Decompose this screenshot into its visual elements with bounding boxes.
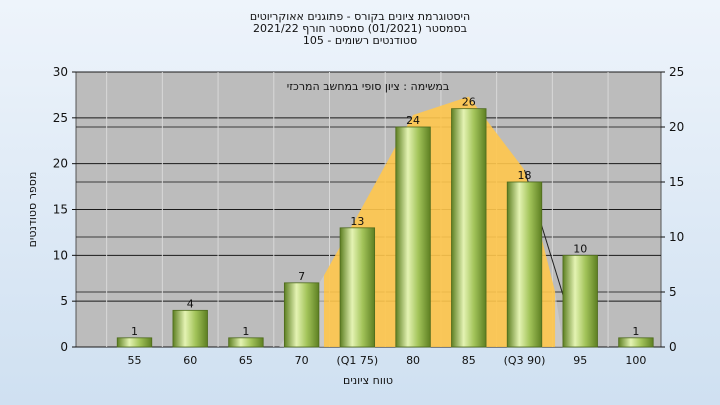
y2-tick-label-20: 20 [669, 120, 684, 134]
y-tick-label-20: 20 [53, 157, 68, 171]
curve-right-tail [555, 292, 564, 347]
data-label-8: 10 [573, 242, 587, 255]
bar-6 [451, 108, 487, 348]
bar-5 [395, 126, 431, 348]
x-tick-label-4: (Q1 75) [336, 354, 378, 367]
data-label-9: 1 [632, 325, 639, 338]
chart-title-line-2: בסמסטר (01/2021) סמסטר חורף 2021/22 [253, 22, 467, 35]
data-label-6: 26 [462, 96, 476, 109]
y2-tick-label-5: 5 [669, 285, 677, 299]
data-label-1: 4 [187, 297, 194, 310]
x-tick-label-2: 65 [239, 354, 253, 367]
data-label-3: 7 [298, 270, 305, 283]
x-tick-label-5: 80 [406, 354, 420, 367]
y-tick-label-0: 0 [60, 340, 68, 354]
y-tick-label-10: 10 [53, 248, 68, 262]
data-label-4: 13 [350, 215, 364, 228]
data-label-7: 18 [518, 169, 532, 182]
data-label-5: 24 [406, 114, 420, 127]
y-tick-label-15: 15 [53, 203, 68, 217]
y-tick-label-25: 25 [53, 111, 68, 125]
x-tick-label-6: 85 [462, 354, 476, 367]
bar-7 [506, 181, 543, 348]
x-tick-label-8: 95 [573, 354, 587, 367]
bar-8 [562, 254, 598, 348]
chart-title-line-3: סטודנטים רשומים - 105 [302, 34, 418, 47]
data-label-2: 1 [242, 325, 249, 338]
chart-subtitle: במשימה : ציון סופי במחשב המרכזי [287, 80, 450, 93]
y-tick-label-30: 30 [53, 65, 68, 79]
x-tick-label-0: 55 [128, 354, 142, 367]
y2-tick-label-25: 25 [669, 65, 684, 79]
chart-title-line-1: היסטוגרמת ציונים בקורס - פתוגנים אאוקריו… [249, 10, 471, 23]
x-tick-label-1: 60 [183, 354, 197, 367]
y2-tick-label-0: 0 [669, 340, 677, 354]
x-axis-label: טווח ציונים [343, 374, 393, 387]
bar-2 [228, 337, 264, 348]
y2-tick-label-15: 15 [669, 175, 684, 189]
bar-4 [339, 227, 376, 348]
x-tick-label-3: 70 [295, 354, 309, 367]
data-label-0: 1 [131, 325, 138, 338]
bar-3 [283, 282, 320, 348]
y2-tick-label-10: 10 [669, 230, 684, 244]
interquartile-area [323, 96, 556, 348]
y-tick-label-5: 5 [60, 294, 68, 308]
x-tick-label-9: 100 [625, 354, 646, 367]
x-tick-label-7: (Q3 90) [504, 354, 546, 367]
bar-0 [116, 337, 153, 348]
y-axis-label: מספר סטודנטים [26, 172, 39, 248]
bar-1 [172, 309, 208, 348]
bar-9 [618, 337, 654, 348]
